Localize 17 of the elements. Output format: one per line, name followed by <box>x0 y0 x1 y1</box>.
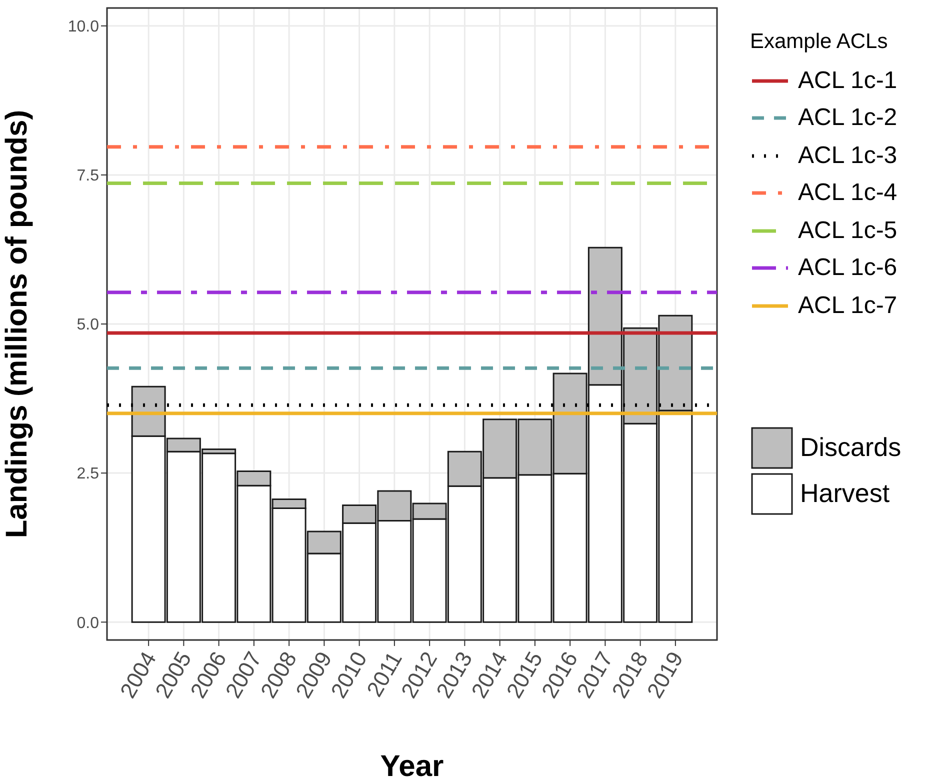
legend-label: ACL 1c-4 <box>798 179 898 208</box>
y-tick-label: 0.0 <box>76 614 100 632</box>
y-tick-label: 5.0 <box>76 316 100 334</box>
legend-label: ACL 1c-3 <box>798 142 898 170</box>
legend-label: ACL 1c-6 <box>798 254 898 282</box>
legend-title: Example ACLs <box>750 30 889 54</box>
y-tick-label: 7.5 <box>76 168 100 185</box>
legend-label: Discards <box>800 432 902 463</box>
y-tick-label: 10.0 <box>68 18 100 36</box>
x-axis-title: Year <box>380 750 444 778</box>
legend-label: ACL 1c-5 <box>798 216 898 245</box>
legend-label: ACL 1c-1 <box>798 66 898 95</box>
legend-label: Harvest <box>800 478 890 509</box>
legend-label: ACL 1c-7 <box>798 292 898 320</box>
y-axis-title: Landings (millions of pounds) <box>0 110 34 538</box>
y-tick-label: 2.5 <box>76 466 100 483</box>
legend-label: ACL 1c-2 <box>798 104 898 132</box>
